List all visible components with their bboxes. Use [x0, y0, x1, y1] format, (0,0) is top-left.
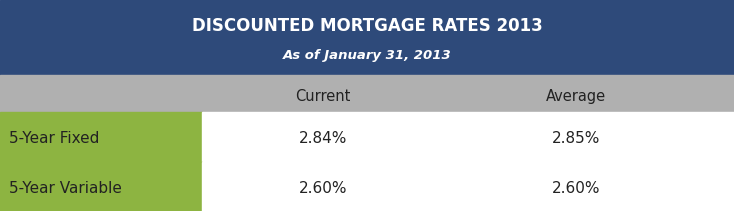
Text: 2.60%: 2.60% — [299, 181, 347, 196]
Text: As of January 31, 2013: As of January 31, 2013 — [283, 49, 451, 62]
Bar — [0, 112, 202, 162]
Text: 5-Year Variable: 5-Year Variable — [9, 181, 122, 196]
Bar — [202, 162, 734, 211]
Bar — [202, 112, 734, 162]
Text: Average: Average — [546, 89, 606, 104]
Text: 2.85%: 2.85% — [552, 131, 600, 146]
Bar — [0, 162, 202, 211]
Text: 2.60%: 2.60% — [552, 181, 600, 196]
Text: 2.84%: 2.84% — [299, 131, 347, 146]
Bar — [0, 0, 734, 75]
Text: 5-Year Fixed: 5-Year Fixed — [9, 131, 99, 146]
Bar — [0, 75, 734, 112]
Text: Current: Current — [295, 89, 351, 104]
Text: DISCOUNTED MORTGAGE RATES 2013: DISCOUNTED MORTGAGE RATES 2013 — [192, 16, 542, 35]
